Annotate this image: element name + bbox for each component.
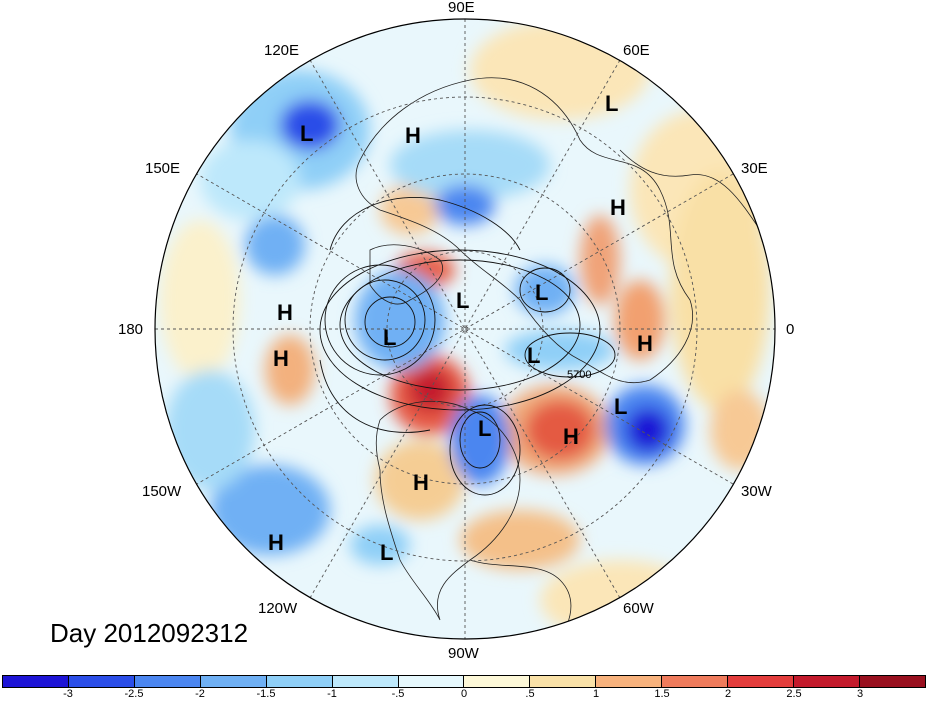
colorbar-box [728,676,795,687]
height-contours [319,197,616,496]
lon-label-150w: 150W [142,483,182,500]
center-marker: L [478,416,491,441]
colorbar-tick-label: -.5 [391,688,405,700]
colorbar-box [200,676,267,687]
lon-label-60w: 60W [623,600,655,617]
colorbar-box [134,676,201,687]
colorbar-tick-label: -2 [195,688,205,700]
center-marker: L [383,325,396,350]
anomaly-field [155,19,775,639]
center-marker: H [273,346,289,371]
contour-label: 5700 [567,369,591,381]
colorbar-tick-label: 2 [724,688,732,700]
lon-label-30w: 30W [741,483,773,500]
colorbar-tick-label: -2.5 [124,688,144,700]
colorbar-tick-label: 2.5 [786,688,802,700]
colorbar-tick-label: 3 [856,688,864,700]
colorbar-box [266,676,333,687]
colorbar-tick-label: 1 [592,688,600,700]
center-marker: L [605,91,618,116]
longitude-labels: 90E 60E 30E 0 30W 60W 90W 120W 150W 180 … [118,0,794,662]
colorbar-box [530,676,597,687]
colorbar-box [662,676,729,687]
colorbar-tick-label: .5 [525,688,535,700]
colorbar-box [794,676,860,687]
colorbar: -3 -2.5 -2 -1.5 -1 -.5 0 .5 1 1.5 2 2.5 3 [0,675,928,702]
colorbar-box [68,676,135,687]
colorbar-box [464,676,531,687]
center-marker: H [268,530,284,555]
center-marker: L [300,121,313,146]
lon-label-90w: 90W [448,645,480,662]
graticule [155,19,775,639]
center-marker: H [637,331,653,356]
date-label: Day 2012092312 [50,618,249,648]
colorbar-box [398,676,465,687]
center-marker: L [527,343,540,368]
center-marker: H [610,195,626,220]
lon-label-60e: 60E [623,42,650,59]
colorbar-tick-label: -1.5 [256,688,276,700]
pressure-centers: L H L H H L L L H L H H L L H H L L [268,91,653,565]
lon-label-30e: 30E [741,160,768,177]
center-marker: L [380,540,393,565]
lon-label-180: 180 [118,321,143,338]
center-marker: L [456,288,469,313]
colorbar-box [332,676,399,687]
colorbar-boxes [2,675,926,688]
lon-label-120e: 120E [264,42,299,59]
lon-label-120w: 120W [258,600,298,617]
center-marker: H [563,424,579,449]
lon-label-150e: 150E [145,160,180,177]
center-marker: H [277,300,293,325]
colorbar-tick-label: 0 [460,688,468,700]
lon-label-0: 0 [786,321,794,338]
center-marker: L [535,280,548,305]
colorbar-box [596,676,663,687]
colorbar-tick-label: 1.5 [654,688,670,700]
lon-label-90e: 90E [448,0,475,16]
colorbar-tick-label: -3 [63,688,73,700]
center-marker: H [405,123,421,148]
center-marker: H [413,470,429,495]
colorbar-box [3,676,69,687]
center-marker: L [614,394,627,419]
map-border [154,18,776,640]
colorbar-tick-label: -1 [327,688,337,700]
colorbar-box [859,676,925,687]
